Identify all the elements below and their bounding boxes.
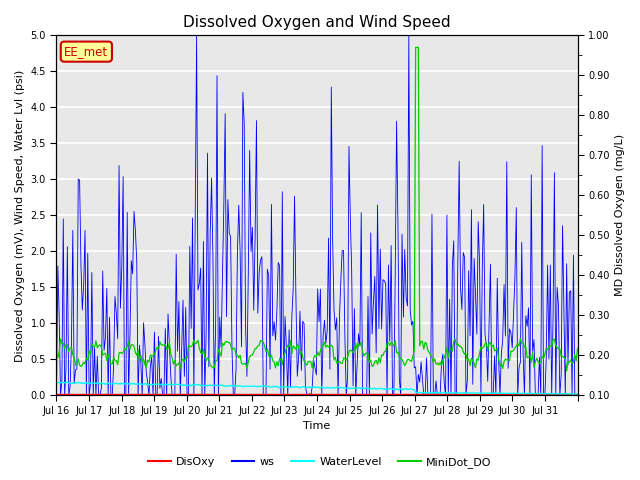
ws <box>52 393 60 398</box>
ws <box>573 393 581 398</box>
ws <box>70 381 78 387</box>
Line: MiniDot_DO: MiniDot_DO <box>56 48 577 371</box>
DisOxy <box>86 391 94 397</box>
DisOxy <box>52 391 60 397</box>
DisOxy <box>424 391 432 397</box>
ws <box>322 340 330 346</box>
WaterLevel <box>503 390 511 396</box>
Y-axis label: MD Dissolved Oxygen (mg/L): MD Dissolved Oxygen (mg/L) <box>615 134 625 297</box>
MiniDot_DO <box>563 368 570 374</box>
WaterLevel <box>72 380 79 385</box>
ws <box>193 33 200 38</box>
Legend: DisOxy, ws, WaterLevel, MiniDot_DO: DisOxy, ws, WaterLevel, MiniDot_DO <box>144 452 496 472</box>
WaterLevel <box>63 379 71 385</box>
MiniDot_DO <box>86 351 94 357</box>
WaterLevel <box>322 385 330 391</box>
WaterLevel <box>426 390 433 396</box>
X-axis label: Time: Time <box>303 421 331 432</box>
MiniDot_DO <box>572 358 580 364</box>
MiniDot_DO <box>70 354 78 360</box>
MiniDot_DO <box>412 45 419 50</box>
Line: WaterLevel: WaterLevel <box>56 382 577 394</box>
ws <box>426 393 433 398</box>
DisOxy <box>502 391 509 397</box>
ws <box>571 393 579 398</box>
WaterLevel <box>52 380 60 385</box>
WaterLevel <box>88 380 96 386</box>
MiniDot_DO <box>321 339 328 345</box>
MiniDot_DO <box>573 345 581 351</box>
MiniDot_DO <box>52 351 60 357</box>
Text: EE_met: EE_met <box>64 45 108 58</box>
ws <box>503 159 511 165</box>
DisOxy <box>321 391 328 397</box>
ws <box>86 381 94 386</box>
DisOxy <box>70 391 78 397</box>
Title: Dissolved Oxygen and Wind Speed: Dissolved Oxygen and Wind Speed <box>183 15 451 30</box>
Line: ws: ws <box>56 36 577 396</box>
DisOxy <box>570 391 577 397</box>
DisOxy <box>573 391 581 397</box>
WaterLevel <box>573 391 581 397</box>
MiniDot_DO <box>503 357 511 363</box>
MiniDot_DO <box>426 350 433 356</box>
WaterLevel <box>571 391 579 397</box>
Y-axis label: Dissolved Oxygen (mV), Wind Speed, Water Lvl (psi): Dissolved Oxygen (mV), Wind Speed, Water… <box>15 69 25 361</box>
